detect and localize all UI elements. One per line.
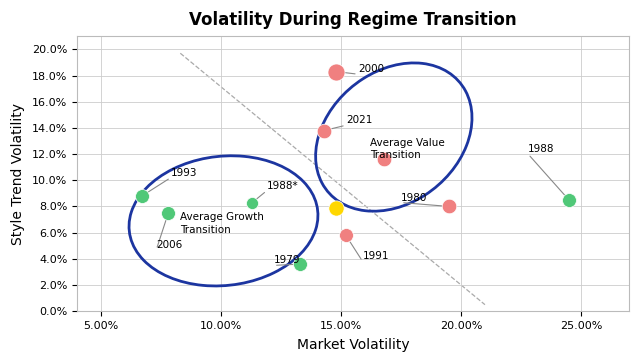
Text: Average Value
Transition: Average Value Transition bbox=[370, 138, 445, 160]
Title: Volatility During Regime Transition: Volatility During Regime Transition bbox=[189, 11, 517, 29]
Point bbox=[247, 200, 257, 205]
Text: 1980: 1980 bbox=[401, 192, 428, 203]
Point bbox=[331, 69, 341, 74]
Point bbox=[340, 232, 351, 238]
Text: 2021: 2021 bbox=[346, 115, 372, 125]
Text: 1988*: 1988* bbox=[267, 181, 298, 191]
Y-axis label: Style Trend Volatility: Style Trend Volatility bbox=[11, 103, 25, 245]
X-axis label: Market Volatility: Market Volatility bbox=[297, 338, 410, 352]
Point bbox=[331, 205, 341, 211]
Point bbox=[444, 204, 454, 209]
Point bbox=[137, 193, 147, 199]
Point bbox=[379, 156, 389, 162]
Text: 1979: 1979 bbox=[274, 256, 300, 265]
Text: 2000: 2000 bbox=[358, 64, 384, 74]
Point bbox=[319, 128, 330, 134]
Text: 2006: 2006 bbox=[156, 240, 182, 250]
Point bbox=[295, 261, 305, 267]
Text: 1993: 1993 bbox=[171, 168, 197, 178]
Point bbox=[564, 197, 574, 203]
Point bbox=[163, 210, 173, 216]
Text: 1988: 1988 bbox=[528, 144, 555, 154]
Text: Average Growth
Transition: Average Growth Transition bbox=[180, 212, 264, 235]
Text: 1991: 1991 bbox=[363, 252, 389, 261]
